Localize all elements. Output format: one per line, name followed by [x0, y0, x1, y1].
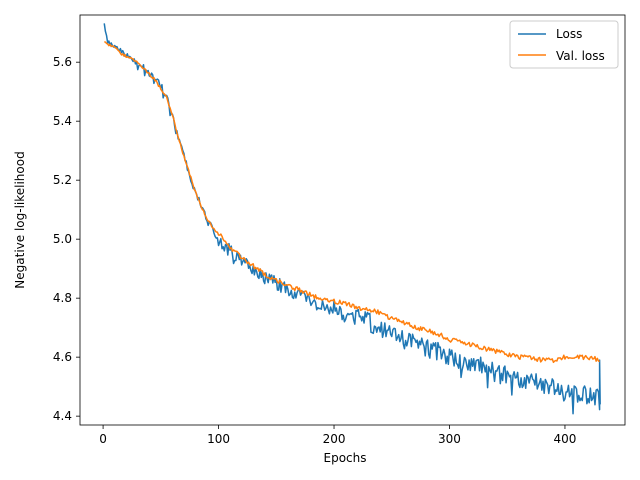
y-tick-label: 5.0 [53, 232, 72, 246]
x-tick-label: 300 [438, 432, 461, 446]
legend-label-val-loss: Val. loss [556, 49, 605, 63]
series-line-loss [103, 23, 601, 415]
series-line-val-loss [104, 41, 600, 364]
y-axis-ticks: 4.4 4.6 4.8 5.0 5.2 5.4 5.6 [53, 55, 80, 423]
series-group [103, 23, 601, 415]
legend: Loss Val. loss [509, 20, 619, 69]
y-tick-label: 5.6 [53, 55, 72, 69]
x-tick-label: 400 [554, 432, 577, 446]
x-tick-label: 200 [323, 432, 346, 446]
y-tick-label: 4.4 [53, 409, 72, 423]
y-tick-label: 5.2 [53, 173, 72, 187]
y-tick-label: 4.8 [53, 291, 72, 305]
x-axis-label: Epochs [324, 451, 367, 465]
y-tick-label: 4.6 [53, 350, 72, 364]
y-axis-label: Negative log-likelihood [13, 151, 27, 288]
legend-box [509, 20, 619, 69]
x-axis-ticks: 0 100 200 300 400 [99, 425, 576, 446]
y-tick-label: 5.4 [53, 114, 72, 128]
x-tick-label: 100 [207, 432, 230, 446]
legend-label-loss: Loss [556, 27, 582, 41]
x-tick-label: 0 [99, 432, 107, 446]
plot-frame [79, 14, 626, 426]
plot-area [103, 23, 601, 415]
